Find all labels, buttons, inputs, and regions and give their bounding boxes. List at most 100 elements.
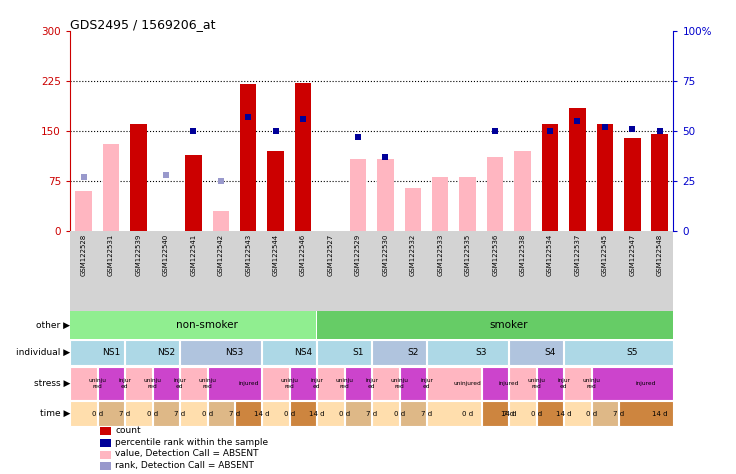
Bar <box>71 401 97 426</box>
Bar <box>372 367 399 400</box>
Text: S2: S2 <box>407 348 419 357</box>
Bar <box>208 401 234 426</box>
Bar <box>344 367 371 400</box>
Text: uninju
red: uninju red <box>198 378 216 389</box>
Text: GSM122527: GSM122527 <box>328 234 333 276</box>
Bar <box>400 367 426 400</box>
Text: individual ▶: individual ▶ <box>15 348 70 357</box>
Text: 0 d: 0 d <box>92 410 103 417</box>
Bar <box>537 401 563 426</box>
Bar <box>592 367 673 400</box>
Bar <box>180 401 207 426</box>
Bar <box>153 401 179 426</box>
Text: GSM122534: GSM122534 <box>547 234 553 276</box>
Bar <box>427 401 481 426</box>
Text: injur
ed: injur ed <box>365 378 378 389</box>
Text: NS2: NS2 <box>157 348 175 357</box>
Text: uninju
red: uninju red <box>88 378 107 389</box>
Text: 0 d: 0 d <box>202 410 213 417</box>
Text: injur
ed: injur ed <box>173 378 186 389</box>
Bar <box>592 401 618 426</box>
Bar <box>235 401 261 426</box>
Text: NS3: NS3 <box>225 348 244 357</box>
Bar <box>372 340 426 365</box>
Bar <box>290 401 316 426</box>
Text: 14 d: 14 d <box>309 410 325 417</box>
Text: injured: injured <box>636 381 657 386</box>
Text: 7 d: 7 d <box>613 410 624 417</box>
Bar <box>482 401 509 426</box>
Bar <box>180 367 207 400</box>
Bar <box>537 367 563 400</box>
Text: 7 d: 7 d <box>366 410 378 417</box>
Text: GSM122547: GSM122547 <box>629 234 635 276</box>
Text: NS1: NS1 <box>102 348 120 357</box>
Text: uninjured: uninjured <box>454 381 481 386</box>
Text: GSM122544: GSM122544 <box>272 234 279 276</box>
Text: injur
ed: injur ed <box>420 378 433 389</box>
Text: 7 d: 7 d <box>119 410 130 417</box>
Bar <box>98 367 124 400</box>
Bar <box>317 311 673 339</box>
Bar <box>405 188 421 231</box>
Text: 14 d: 14 d <box>556 410 571 417</box>
Bar <box>350 159 367 231</box>
Bar <box>125 401 152 426</box>
Bar <box>240 84 256 231</box>
Text: GSM122540: GSM122540 <box>163 234 169 276</box>
Text: GSM122536: GSM122536 <box>492 234 498 276</box>
Bar <box>180 340 261 365</box>
Text: injur
ed: injur ed <box>557 378 570 389</box>
Text: GSM122537: GSM122537 <box>574 234 581 276</box>
Text: smoker: smoker <box>489 320 528 330</box>
Text: GSM122541: GSM122541 <box>191 234 197 276</box>
Bar <box>98 401 124 426</box>
Bar <box>213 211 229 231</box>
Bar <box>597 125 613 231</box>
Bar <box>542 125 558 231</box>
Bar <box>263 340 316 365</box>
Text: GSM122542: GSM122542 <box>218 234 224 276</box>
Text: GSM122545: GSM122545 <box>602 234 608 276</box>
Text: 0 d: 0 d <box>586 410 597 417</box>
Text: S4: S4 <box>545 348 556 357</box>
Bar <box>569 108 586 231</box>
Bar <box>400 401 426 426</box>
Text: uninju
red: uninju red <box>144 378 161 389</box>
Text: GSM122533: GSM122533 <box>437 234 443 276</box>
Text: 0 d: 0 d <box>394 410 405 417</box>
Text: 14 d: 14 d <box>652 410 668 417</box>
Text: 0 d: 0 d <box>146 410 158 417</box>
Text: 14 d: 14 d <box>254 410 269 417</box>
Text: injur
ed: injur ed <box>311 378 323 389</box>
Bar <box>514 151 531 231</box>
Text: 0 d: 0 d <box>339 410 350 417</box>
Bar <box>208 367 261 400</box>
Text: injured: injured <box>499 381 519 386</box>
Bar <box>263 401 289 426</box>
Text: 7 d: 7 d <box>503 410 514 417</box>
Bar <box>565 401 590 426</box>
Text: time ▶: time ▶ <box>40 409 70 418</box>
Bar <box>295 83 311 231</box>
Text: injur
ed: injur ed <box>118 378 131 389</box>
Text: GSM122538: GSM122538 <box>520 234 526 276</box>
Text: GSM122546: GSM122546 <box>300 234 306 276</box>
Bar <box>263 367 289 400</box>
Bar <box>125 340 179 365</box>
Bar <box>487 156 503 231</box>
Bar <box>100 439 111 447</box>
Bar <box>103 145 119 231</box>
Bar <box>130 125 146 231</box>
Text: 0 d: 0 d <box>531 410 542 417</box>
Bar <box>565 367 590 400</box>
Bar <box>427 367 481 400</box>
Bar <box>482 367 509 400</box>
Text: uninju
red: uninju red <box>582 378 600 389</box>
Bar <box>267 151 284 231</box>
Bar <box>71 311 316 339</box>
Bar <box>71 367 97 400</box>
Bar <box>185 155 202 231</box>
Bar <box>317 401 344 426</box>
Bar <box>153 367 179 400</box>
